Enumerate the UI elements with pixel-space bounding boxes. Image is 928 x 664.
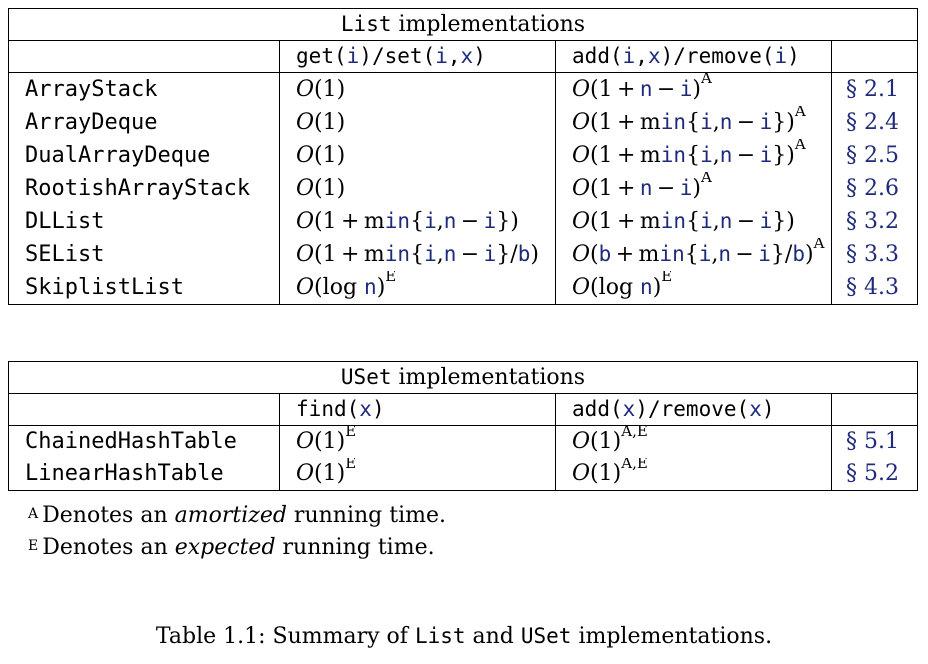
footnote-expected: E Denotes an expected running time.	[28, 535, 435, 560]
list-header-get-set: get(i)/set(i,x)	[279, 40, 556, 73]
list-table-title: List implementations	[7, 8, 919, 41]
uset-header-section	[830, 393, 919, 426]
structure-name: DualArrayDeque	[8, 139, 280, 172]
section-link[interactable]: § 2.6	[830, 172, 919, 205]
find-complexity: O(1)E	[279, 458, 556, 491]
get-set-complexity: O(1)	[279, 72, 556, 106]
list-table-row: DualArrayDeque O(1) O(1 + min{i,n − i})A § …	[8, 139, 919, 172]
section-link[interactable]: § 5.2	[830, 458, 919, 491]
section-link[interactable]: § 2.4	[830, 106, 919, 139]
get-set-complexity: O(1 + min{i,n − i})	[279, 205, 556, 238]
find-complexity: O(1)E	[279, 425, 556, 458]
section-link[interactable]: § 3.2	[830, 205, 919, 238]
uset-header-find: find(x)	[279, 393, 556, 426]
section-link[interactable]: § 4.3	[830, 271, 919, 305]
footnote-amortized: A Denotes an amortized running time.	[28, 503, 446, 528]
section-link[interactable]: § 3.3	[830, 238, 919, 271]
list-table-row: DLList O(1 + min{i,n − i}) O(1 + min{i,n −…	[8, 205, 919, 238]
list-table-row: RootishArrayStack O(1) O(1 + n − i)A § 2.6	[8, 172, 919, 205]
add-remove-complexity: O(1)A,E	[555, 425, 832, 458]
structure-name: LinearHashTable	[8, 458, 280, 491]
list-header-name	[8, 40, 280, 73]
list-header-section	[830, 40, 919, 73]
add-remove-complexity: O(log n)E	[555, 271, 832, 305]
list-table-row: SEList O(1 + min{i,n − i}/b) O(b + min{i,n…	[8, 238, 919, 271]
add-remove-complexity: O(1 + n − i)A	[555, 172, 832, 205]
add-remove-complexity: O(1)A,E	[555, 458, 832, 491]
uset-table-title: USet implementations	[7, 361, 919, 394]
get-set-complexity: O(1)	[279, 106, 556, 139]
section-link[interactable]: § 2.5	[830, 139, 919, 172]
add-remove-complexity: O(1 + n − i)A	[555, 72, 832, 106]
table-caption: Table 1.1: Summary of List and USet impl…	[155, 624, 773, 649]
structure-name: RootishArrayStack	[8, 172, 280, 205]
uset-header-add-remove: add(x)/remove(x)	[555, 393, 832, 426]
add-remove-complexity: O(b + min{i,n − i}/b)A	[555, 238, 832, 271]
uset-implementations-table: USet implementations find(x) add(x)/remo…	[7, 361, 919, 491]
uset-header-name	[8, 393, 280, 426]
structure-name: ChainedHashTable	[8, 425, 280, 458]
uset-table-row: ChainedHashTable O(1)E O(1)A,E § 5.1	[8, 425, 919, 458]
get-set-complexity: O(1)	[279, 172, 556, 205]
list-table-row: ArrayStack O(1) O(1 + n − i)A § 2.1	[8, 72, 919, 106]
list-table-row: SkiplistList O(log n)E O(log n)E § 4.3	[8, 271, 919, 305]
section-link[interactable]: § 5.1	[830, 425, 919, 458]
structure-name: SkiplistList	[8, 271, 280, 305]
add-remove-complexity: O(1 + min{i,n − i})A	[555, 139, 832, 172]
footnotes: A Denotes an amortized running time. E Den…	[28, 500, 446, 564]
list-header-add-remove: add(i,x)/remove(i)	[555, 40, 832, 73]
get-set-complexity: O(1)	[279, 139, 556, 172]
structure-name: ArrayDeque	[8, 106, 280, 139]
uset-table-row: LinearHashTable O(1)E O(1)A,E § 5.2	[8, 458, 919, 491]
structure-name: SEList	[8, 238, 280, 271]
structure-name: ArrayStack	[8, 72, 280, 106]
get-set-complexity: O(log n)E	[279, 271, 556, 305]
add-remove-complexity: O(1 + min{i,n − i})	[555, 205, 832, 238]
add-remove-complexity: O(1 + min{i,n − i})A	[555, 106, 832, 139]
section-link[interactable]: § 2.1	[830, 72, 919, 106]
list-table-row: ArrayDeque O(1) O(1 + min{i,n − i})A § 2.4	[8, 106, 919, 139]
get-set-complexity: O(1 + min{i,n − i}/b)	[279, 238, 556, 271]
structure-name: DLList	[8, 205, 280, 238]
list-implementations-table: List implementations get(i)/set(i,x) add…	[7, 8, 919, 305]
